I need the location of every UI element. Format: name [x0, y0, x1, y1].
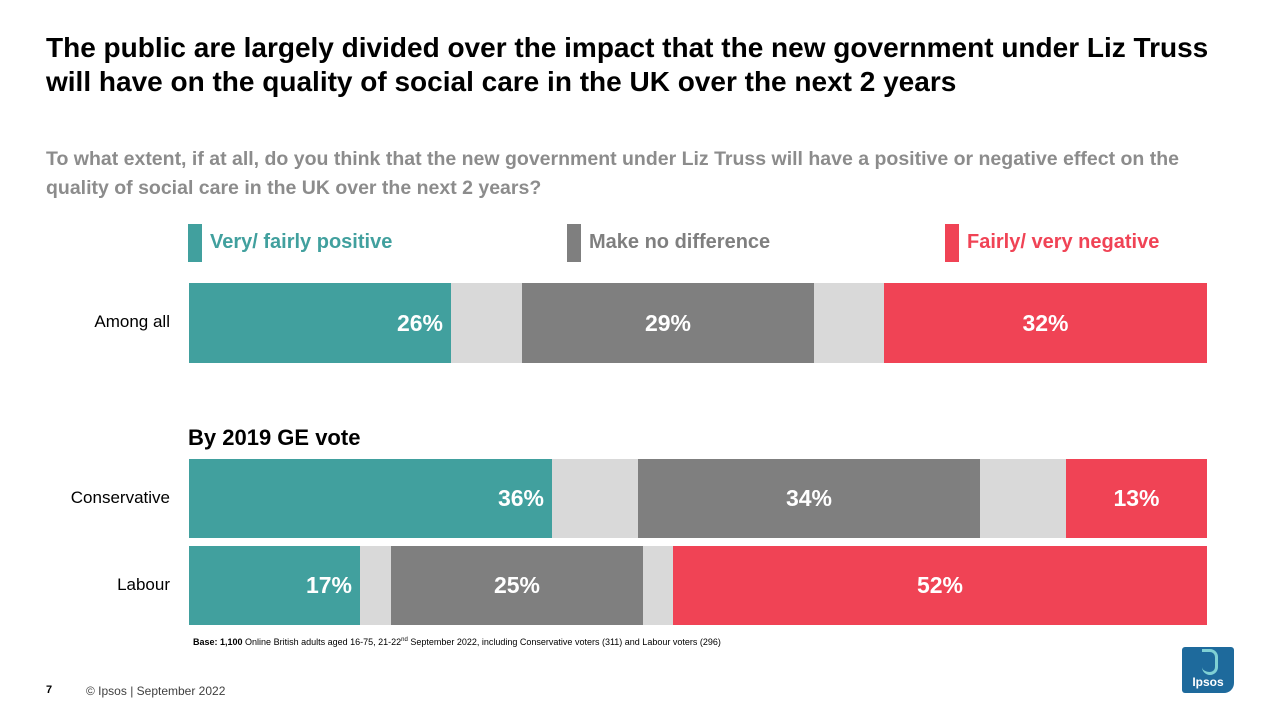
bar-segment-negative: 52%: [673, 546, 1207, 625]
data-label: 13%: [1113, 485, 1160, 511]
page-number: 7: [46, 684, 53, 696]
legend-swatch-negative: [945, 224, 959, 262]
bar-segment-dont-know: [360, 546, 391, 625]
legend-swatch-neutral: [567, 224, 581, 262]
ipsos-logo: Ipsos: [1182, 647, 1234, 693]
bar-conservative: 36% 34% 13%: [189, 459, 1207, 538]
logo-text: Ipsos: [1192, 675, 1224, 689]
bar-segment-neutral: 25%: [391, 546, 643, 625]
data-label: 29%: [644, 309, 692, 336]
bar-segment-dont-know: [814, 283, 884, 363]
base-note-sup: nd: [401, 637, 408, 643]
footer-copyright: © Ipsos | September 2022: [86, 684, 226, 698]
slide-title: The public are largely divided over the …: [46, 32, 1209, 97]
base-note: Base: 1,100 Online British adults aged 1…: [193, 637, 721, 647]
row-label-among-all: Among all: [94, 312, 170, 331]
base-note-text: Online British adults aged 16-75, 21-22: [242, 637, 402, 647]
base-note-text-end: September 2022, including Conservative v…: [407, 637, 721, 647]
data-label: 34%: [785, 485, 833, 511]
data-label: 52%: [916, 572, 964, 598]
bar-segment-positive: 36%: [189, 459, 552, 538]
row-label-conservative: Conservative: [70, 488, 170, 507]
legend-swatch-positive: [188, 224, 202, 262]
bar-segment-positive: 26%: [189, 283, 451, 363]
data-label: 25%: [493, 572, 541, 598]
legend-label-positive: Very/ fairly positive: [210, 231, 393, 253]
logo-mark-icon: [1202, 649, 1218, 675]
legend-label-negative: Fairly/ very negative: [967, 231, 1160, 253]
legend-label-neutral: Make no difference: [589, 231, 771, 253]
data-label: 36%: [497, 485, 544, 511]
data-label: 32%: [1022, 309, 1069, 336]
base-note-bold: Base: 1,100: [193, 637, 243, 647]
bar-labour: 17% 25% 52%: [189, 546, 1207, 625]
question-text: To what extent, if at all, do you think …: [46, 148, 1179, 199]
group-heading: By 2019 GE vote: [188, 425, 361, 450]
row-label-labour: Labour: [117, 575, 170, 594]
data-label: 17%: [305, 572, 352, 598]
bar-segment-negative: 13%: [1066, 459, 1207, 538]
bar-segment-dont-know: [643, 546, 673, 625]
bar-segment-dont-know: [451, 283, 522, 363]
bar-segment-negative: 32%: [884, 283, 1207, 363]
bar-among-all: 26% 29% 32%: [189, 283, 1207, 363]
data-label: 26%: [396, 309, 443, 336]
bar-segment-positive: 17%: [189, 546, 360, 625]
bar-segment-dont-know: [552, 459, 638, 538]
bar-segment-dont-know: [980, 459, 1066, 538]
bar-segment-neutral: 34%: [638, 459, 980, 538]
bar-segment-neutral: 29%: [522, 283, 814, 363]
